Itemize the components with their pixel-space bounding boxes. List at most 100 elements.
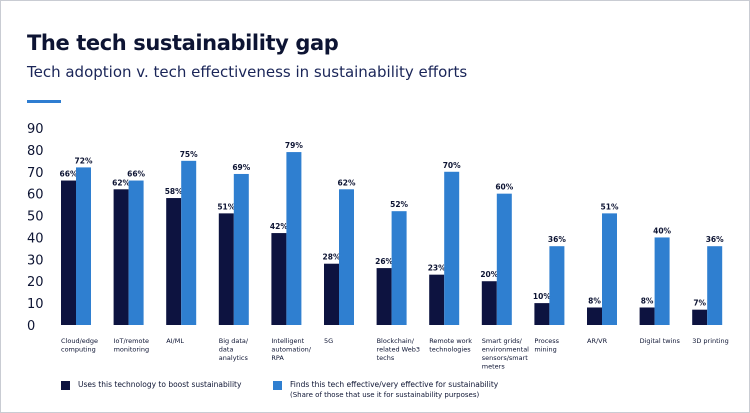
- x-tick-label: data: [219, 346, 234, 354]
- x-tick-label: sensors/smart: [482, 354, 528, 362]
- data-label-uses: 20%: [480, 270, 498, 279]
- x-tick-label: mining: [534, 346, 556, 354]
- y-tick-label: 10: [27, 297, 44, 312]
- bar-effective: [707, 246, 723, 325]
- data-label-effective: 72%: [75, 156, 93, 165]
- x-tick-label: Remote work: [429, 337, 472, 345]
- data-label-effective: 66%: [127, 170, 145, 179]
- data-label-uses: 58%: [165, 187, 183, 196]
- accent-rule: [27, 100, 61, 103]
- legend-item-uses: Uses this technology to boost sustainabi…: [61, 379, 241, 390]
- legend-note-effective: (Share of those that use it for sustaina…: [290, 391, 480, 399]
- data-label-effective: 70%: [443, 161, 461, 170]
- x-tick-label: AI/ML: [166, 337, 184, 345]
- data-label-uses: 66%: [60, 170, 78, 179]
- y-tick-label: 80: [27, 144, 44, 159]
- bar-effective: [181, 160, 197, 325]
- x-tick-label: related Web3: [377, 346, 420, 354]
- x-tick-label: environmental: [482, 346, 529, 354]
- data-label-effective: 75%: [180, 150, 198, 159]
- x-tick-label: analytics: [219, 354, 249, 362]
- data-label-effective: 79%: [285, 141, 303, 150]
- data-label-effective: 36%: [548, 235, 566, 244]
- y-tick-label: 0: [27, 319, 35, 334]
- y-tick-label: 40: [27, 231, 44, 246]
- data-label-uses: 8%: [641, 296, 654, 305]
- bar-uses: [61, 180, 76, 325]
- bar-uses: [324, 263, 339, 325]
- data-label-uses: 42%: [270, 222, 288, 231]
- x-tick-label: Cloud/edge: [61, 337, 98, 345]
- legend-label-uses: Uses this technology to boost sustainabi…: [78, 380, 242, 389]
- data-label-uses: 28%: [323, 253, 341, 262]
- data-label-uses: 23%: [428, 264, 446, 273]
- bar-effective: [444, 171, 460, 325]
- data-label-effective: 40%: [653, 226, 671, 235]
- legend-swatch-effective: [273, 381, 282, 390]
- x-tick-label: 5G: [324, 337, 333, 345]
- x-tick-label: 3D printing: [692, 337, 729, 345]
- data-label-uses: 8%: [588, 296, 601, 305]
- y-tick-label: 60: [27, 188, 44, 203]
- bar-uses: [166, 198, 182, 325]
- data-label-effective: 51%: [601, 202, 619, 211]
- y-tick-label: 70: [27, 166, 44, 181]
- x-tick-label: Digital twins: [640, 337, 681, 345]
- y-tick-label: 50: [27, 210, 44, 225]
- data-label-effective: 62%: [338, 178, 356, 187]
- x-tick-label: Big data/: [219, 337, 249, 345]
- y-tick-label: 30: [27, 253, 44, 268]
- chart-title: The tech sustainability gap: [27, 31, 339, 55]
- bar-effective: [286, 152, 302, 325]
- bar-effective: [233, 173, 249, 325]
- bar-uses: [587, 307, 602, 325]
- y-tick-label: 90: [27, 122, 44, 137]
- x-tick-label: RPA: [271, 354, 284, 362]
- data-label-effective: 69%: [232, 163, 250, 172]
- x-tick-label: computing: [61, 346, 96, 354]
- bar-uses: [639, 307, 655, 325]
- x-tick-label: AR/VR: [587, 337, 608, 345]
- data-label-uses: 26%: [375, 257, 393, 266]
- x-tick-label: Intelligent: [271, 337, 304, 345]
- data-label-effective: 60%: [495, 183, 513, 192]
- bar-effective: [128, 180, 144, 325]
- data-label-uses: 7%: [693, 299, 706, 308]
- bar-effective: [602, 213, 617, 325]
- data-label-uses: 51%: [217, 202, 235, 211]
- chart-subtitle: Tech adoption v. tech effectiveness in s…: [27, 63, 468, 81]
- data-label-uses: 62%: [112, 178, 130, 187]
- x-tick-label: Process: [534, 337, 559, 345]
- bar-effective: [391, 211, 407, 325]
- x-tick-label: technologies: [429, 346, 471, 354]
- bar-uses: [692, 309, 708, 325]
- bar-effective: [654, 237, 670, 325]
- x-tick-label: Blockchain/: [377, 337, 415, 345]
- x-tick-label: IoT/remote: [114, 337, 149, 345]
- bar-effective: [339, 189, 354, 325]
- data-label-effective: 36%: [706, 235, 724, 244]
- x-tick-label: Smart grids/: [482, 337, 523, 345]
- x-tick-label: techs: [377, 354, 395, 362]
- bar-uses: [481, 281, 497, 325]
- bar-uses: [113, 189, 129, 325]
- x-tick-label: automation/: [271, 346, 311, 354]
- data-label-uses: 10%: [533, 292, 551, 301]
- bar-effective: [496, 193, 512, 325]
- x-tick-label: monitoring: [114, 346, 149, 354]
- bar-uses: [429, 274, 445, 325]
- bar-uses: [271, 233, 287, 325]
- y-tick-label: 20: [27, 275, 44, 290]
- legend-item-effective: Finds this tech effective/very effective…: [273, 379, 498, 401]
- legend-swatch-uses: [61, 381, 70, 390]
- bar-effective: [549, 246, 565, 325]
- x-tick-label: meters: [482, 363, 506, 371]
- data-label-effective: 52%: [390, 200, 408, 209]
- legend-label-effective: Finds this tech effective/very effective…: [290, 380, 499, 389]
- bar-uses: [376, 268, 392, 325]
- bar-uses: [218, 213, 234, 325]
- bar-uses: [534, 303, 550, 325]
- bar-effective: [76, 167, 91, 325]
